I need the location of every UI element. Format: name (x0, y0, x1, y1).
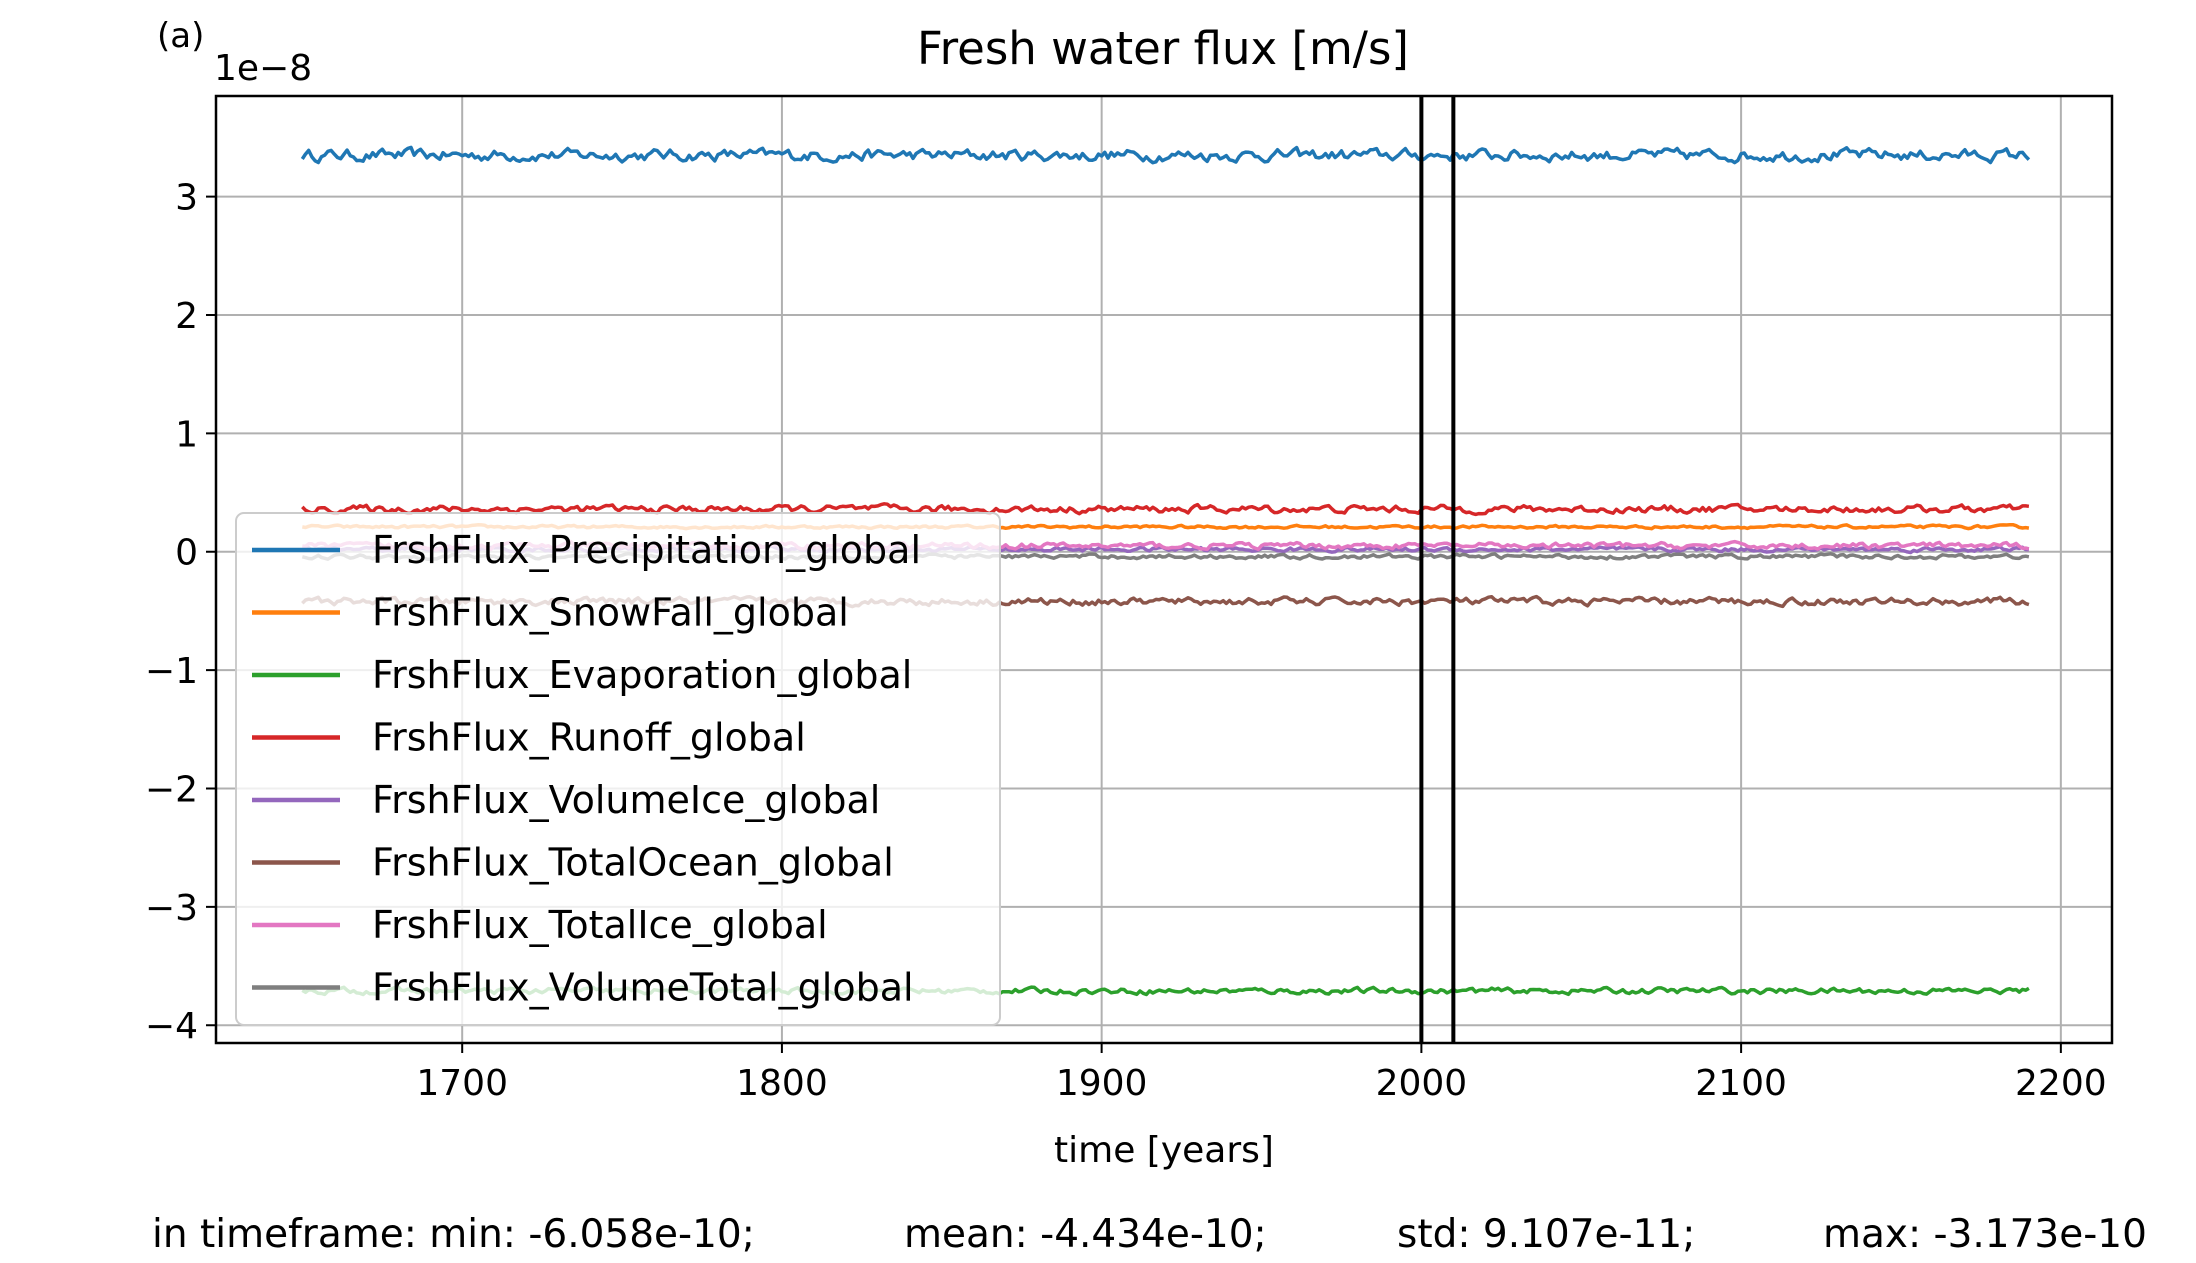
x-tick-label: 1900 (1056, 1063, 1148, 1104)
x-axis-label: time [years] (1054, 1130, 1274, 1171)
x-tick-label: 1700 (416, 1063, 508, 1104)
legend-label: FrshFlux_TotalOcean_global (372, 841, 894, 885)
y-tick-label: 1 (175, 414, 198, 455)
x-tick-label: 2100 (1695, 1063, 1787, 1104)
vertical-markers (1419, 96, 1456, 1043)
y-tick-label: −3 (145, 888, 198, 929)
x-tick-label: 2000 (1376, 1063, 1468, 1104)
x-tick-label: 2200 (2015, 1063, 2107, 1104)
stats-max: max: -3.173e-10 (1823, 1212, 2147, 1257)
panel-label: (a) (157, 16, 204, 56)
stats-std: std: 9.107e-11; (1397, 1212, 1696, 1257)
legend-label: FrshFlux_TotalIce_global (372, 903, 828, 947)
y-tick-label: 2 (175, 296, 198, 337)
stats-mean: mean: -4.434e-10; (904, 1212, 1267, 1257)
y-tick-label: −1 (145, 651, 198, 692)
x-tick-label: 1800 (736, 1063, 828, 1104)
y-tick-label: −4 (145, 1006, 198, 1047)
series-line-4 (301, 502, 2030, 517)
legend-label: FrshFlux_Runoff_global (372, 716, 806, 760)
legend-label: FrshFlux_Evaporation_global (372, 653, 912, 697)
legend-label: FrshFlux_Precipitation_global (372, 528, 921, 572)
plot-frame (214, 94, 2114, 1045)
legend-label: FrshFlux_VolumeTotal_global (372, 966, 914, 1010)
y-tick-label: 0 (175, 533, 198, 574)
series-line-1 (300, 145, 2031, 165)
legend: FrshFlux_Precipitation_global FrshFlux_Sn… (235, 512, 1001, 1026)
y-axis: −4 −3 −2 −1 0 1 2 3 (145, 178, 216, 1047)
y-tick-label: −2 (145, 769, 198, 810)
legend-label: FrshFlux_VolumeIce_global (372, 778, 880, 822)
y-scale-label: 1e−8 (214, 48, 312, 89)
legend-box (235, 512, 1001, 1026)
x-axis: 1700 1800 1900 2000 2100 2200 (416, 1043, 2107, 1104)
y-tick-label: 3 (175, 178, 198, 219)
stats-min: in timeframe: min: -6.058e-10; (152, 1212, 755, 1257)
legend-label: FrshFlux_SnowFall_global (372, 591, 849, 635)
chart-title: Fresh water flux [m/s] (917, 22, 1409, 75)
